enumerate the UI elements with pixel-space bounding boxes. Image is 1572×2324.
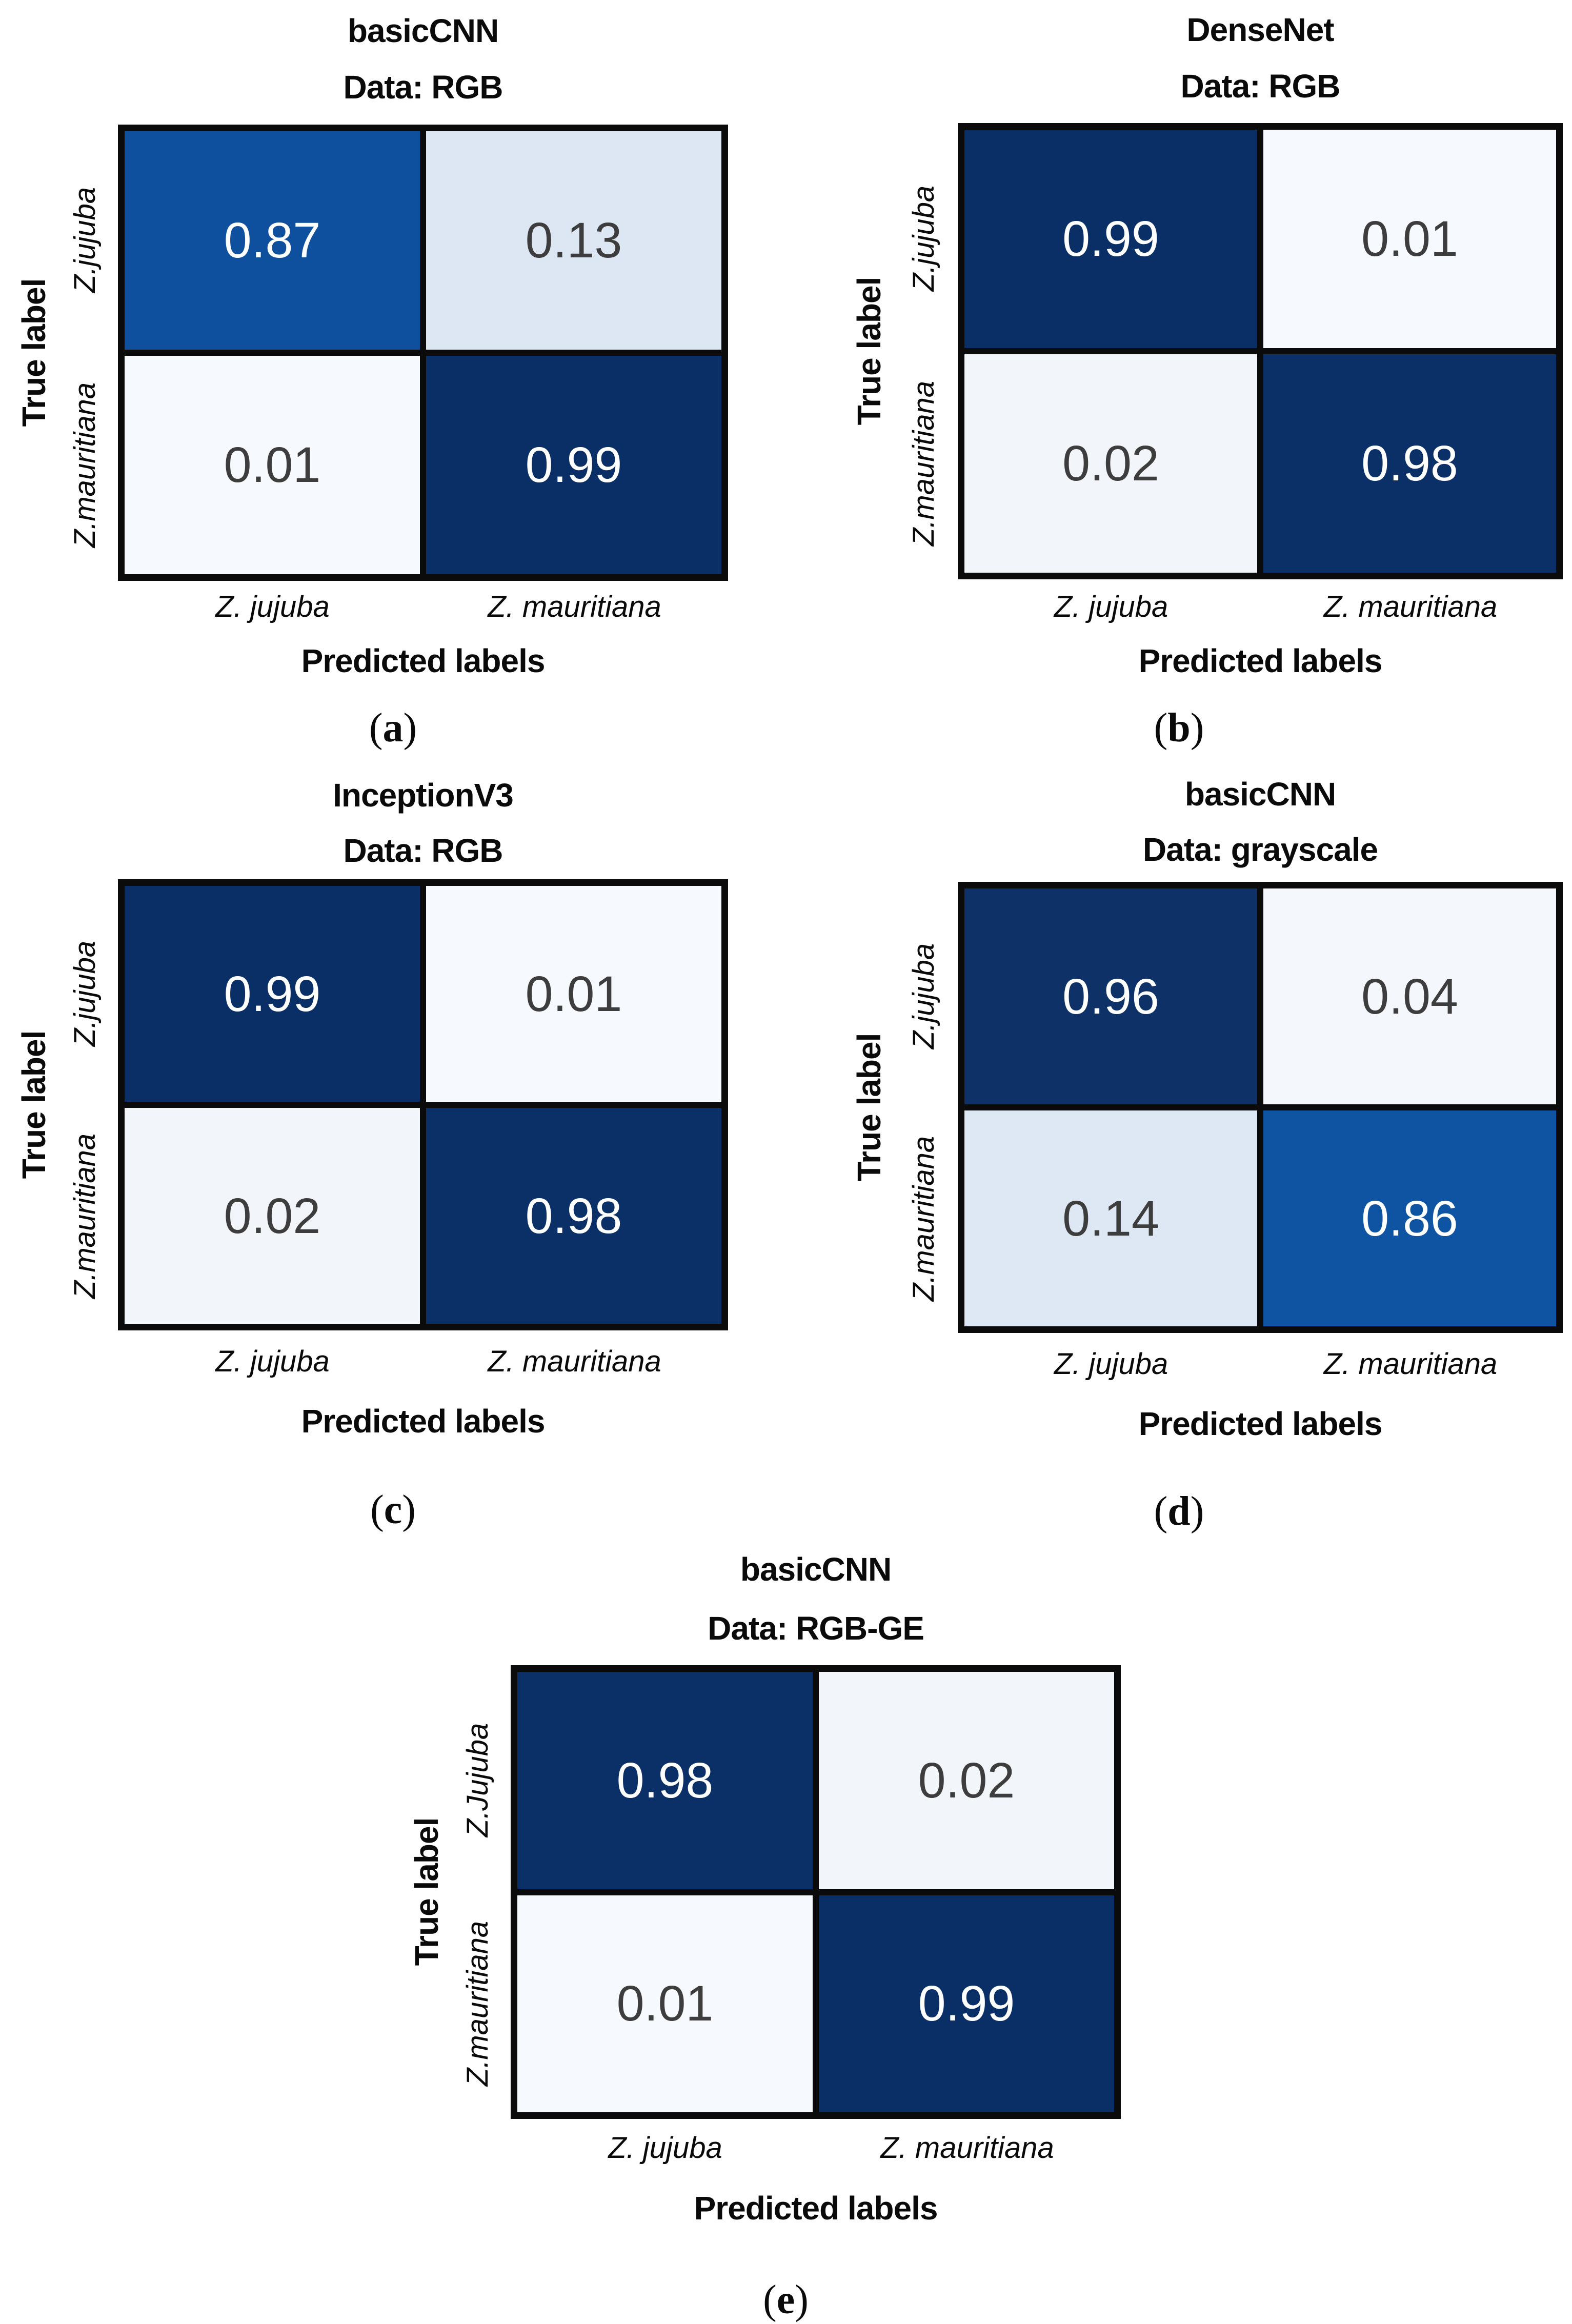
caption-paren: (: [763, 2277, 777, 2322]
x-axis-title: Predicted labels: [301, 642, 546, 679]
y-axis-title: True label: [851, 1033, 888, 1182]
x-axis-title: Predicted labels: [1138, 642, 1383, 679]
confusion-matrix-panel-e: basicCNN Data: RGB-GE True label Z.Jujub…: [393, 1534, 1179, 2324]
panel-caption: (b): [786, 705, 1572, 752]
panel-title-dataset: Data: RGB-GE: [708, 1610, 924, 1647]
caption-letter: e: [776, 2277, 795, 2322]
matrix-cell: 0.98: [1263, 354, 1556, 573]
confusion-matrix: 0.98 0.02 0.01 0.99: [511, 1665, 1121, 2119]
panel-title-model: DenseNet: [1186, 11, 1334, 48]
matrix-cell: 0.13: [426, 131, 721, 350]
panel-title-model: basicCNN: [347, 12, 499, 49]
col-tick-label: Z. jujuba: [1054, 1347, 1168, 1381]
caption-paren: (: [370, 1487, 384, 1532]
matrix-cell: 0.14: [964, 1110, 1257, 1326]
y-axis-title: True label: [851, 277, 888, 426]
col-tick-label: Z. mauritiana: [880, 2131, 1054, 2165]
panel-caption: (d): [786, 1488, 1572, 1535]
y-axis-title: True label: [15, 278, 52, 427]
row-tick-label: Z.mauritiana: [68, 1133, 102, 1299]
matrix-cell: 0.99: [819, 1895, 1114, 2112]
panel-caption: (e): [393, 2277, 1179, 2323]
matrix-cell: 0.01: [426, 886, 721, 1102]
row-tick-label: Z.mauritiana: [906, 380, 940, 547]
row-tick-label: Z.mauritiana: [906, 1136, 940, 1302]
row-tick-label: Z.mauritiana: [68, 382, 102, 548]
y-axis-title: True label: [15, 1030, 52, 1179]
col-tick-label: Z. jujuba: [608, 2131, 722, 2165]
caption-paren: ): [403, 705, 417, 751]
panel-title-dataset: Data: RGB: [343, 69, 503, 106]
caption-paren: (: [369, 705, 383, 751]
confusion-matrix: 0.96 0.04 0.14 0.86: [958, 882, 1563, 1333]
col-tick-label: Z. mauritiana: [488, 1345, 661, 1378]
panel-title-dataset: Data: RGB: [343, 832, 503, 869]
confusion-matrix-panel-d: basicCNN Data: grayscale True label Z.ju…: [786, 774, 1572, 1559]
confusion-matrix-panel-c: InceptionV3 Data: RGB True label Z.jujub…: [0, 774, 786, 1559]
confusion-matrix: 0.99 0.01 0.02 0.98: [958, 123, 1563, 579]
panel-title-dataset: Data: grayscale: [1142, 831, 1378, 868]
col-tick-label: Z. mauritiana: [488, 590, 661, 623]
matrix-cell: 0.01: [125, 356, 420, 574]
caption-letter: c: [384, 1487, 402, 1532]
matrix-cell: 0.86: [1263, 1110, 1556, 1326]
caption-paren: ): [1190, 1489, 1204, 1534]
panel-caption: (a): [0, 705, 786, 752]
confusion-matrix-panel-a: basicCNN Data: RGB True label Z.jujuba Z…: [0, 0, 786, 774]
caption-paren: ): [1190, 705, 1204, 751]
confusion-matrix: 0.87 0.13 0.01 0.99: [118, 125, 728, 581]
x-axis-title: Predicted labels: [694, 2190, 938, 2227]
panel-title-model: InceptionV3: [333, 777, 514, 814]
matrix-cell: 0.01: [1263, 130, 1556, 348]
col-tick-label: Z. jujuba: [215, 590, 330, 623]
panel-title-model: basicCNN: [740, 1551, 892, 1588]
col-tick-label: Z. jujuba: [215, 1345, 330, 1378]
caption-paren: (: [1154, 1489, 1168, 1534]
col-tick-label: Z. mauritiana: [1323, 1347, 1498, 1381]
row-tick-label: Z.mauritiana: [460, 1921, 494, 2087]
matrix-cell: 0.98: [426, 1108, 721, 1324]
matrix-cell: 0.01: [517, 1895, 813, 2112]
caption-paren: ): [795, 2277, 809, 2322]
matrix-cell: 0.99: [964, 130, 1257, 348]
col-tick-label: Z. jujuba: [1054, 590, 1168, 623]
matrix-cell: 0.96: [964, 888, 1257, 1104]
matrix-cell: 0.04: [1263, 888, 1556, 1104]
caption-letter: a: [382, 705, 404, 751]
matrix-cell: 0.02: [819, 1672, 1114, 1889]
x-axis-title: Predicted labels: [1138, 1405, 1383, 1442]
caption-letter: d: [1167, 1489, 1191, 1534]
caption-paren: ): [402, 1487, 416, 1532]
matrix-cell: 0.87: [125, 131, 420, 350]
x-axis-title: Predicted labels: [301, 1403, 546, 1440]
caption-letter: b: [1167, 705, 1191, 751]
panel-title-dataset: Data: RGB: [1180, 68, 1340, 105]
matrix-cell: 0.98: [517, 1672, 813, 1889]
confusion-matrix-panel-b: DenseNet Data: RGB True label Z.jujuba Z…: [786, 0, 1572, 774]
matrix-cell: 0.99: [125, 886, 420, 1102]
confusion-matrix: 0.99 0.01 0.02 0.98: [118, 879, 728, 1330]
y-axis-title: True label: [408, 1817, 445, 1966]
panel-caption: (c): [0, 1487, 786, 1533]
matrix-cell: 0.99: [426, 356, 721, 574]
matrix-cell: 0.02: [964, 354, 1257, 573]
panel-title-model: basicCNN: [1184, 776, 1336, 813]
matrix-cell: 0.02: [125, 1108, 420, 1324]
caption-paren: (: [1154, 705, 1168, 751]
col-tick-label: Z. mauritiana: [1323, 590, 1498, 623]
